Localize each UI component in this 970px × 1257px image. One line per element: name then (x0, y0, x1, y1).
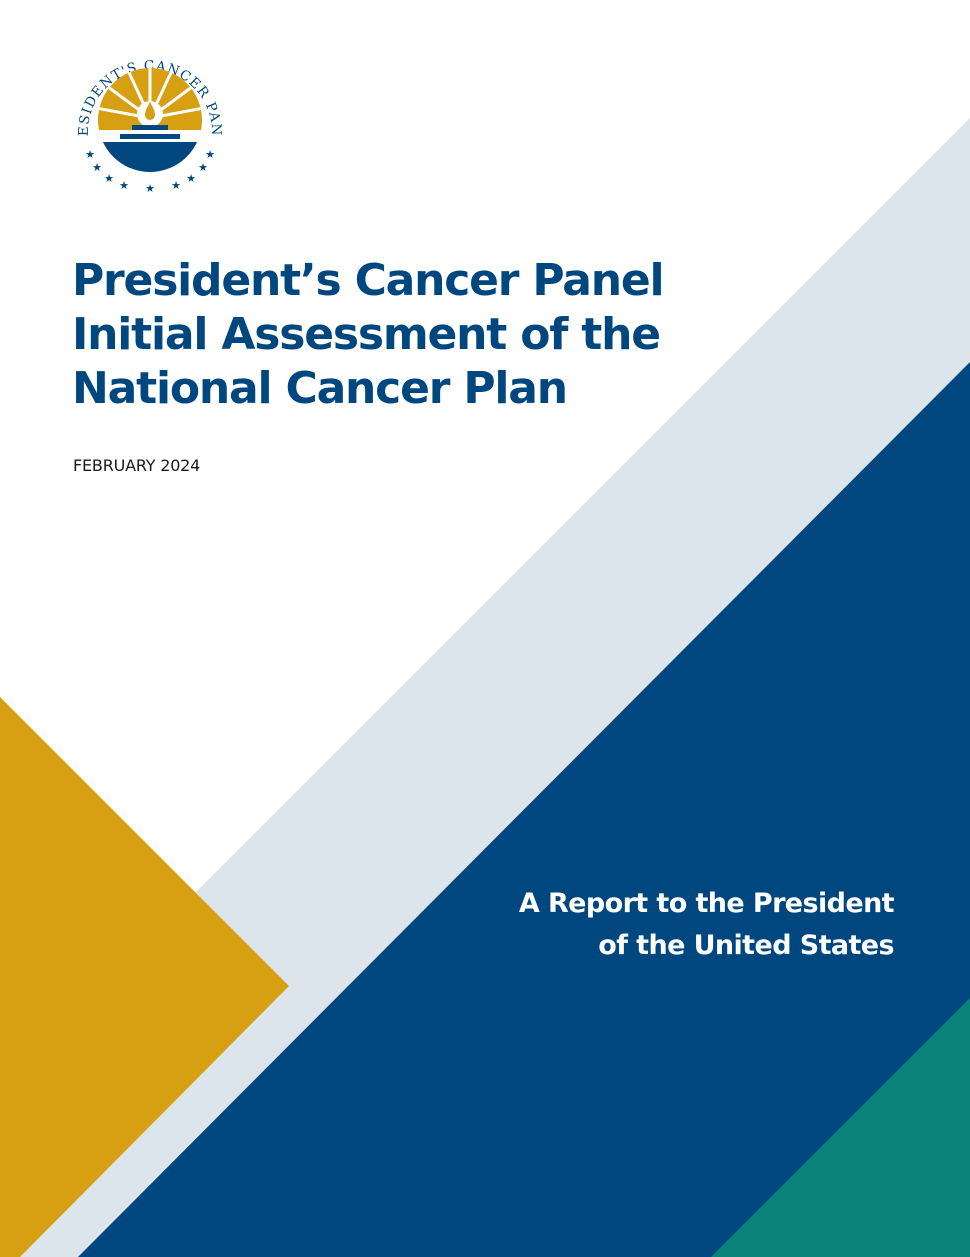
svg-text:★: ★ (145, 182, 155, 195)
svg-text:★: ★ (92, 161, 102, 174)
title-line-3: National Cancer Plan (72, 363, 568, 414)
svg-text:★: ★ (198, 161, 208, 174)
svg-text:★: ★ (104, 172, 114, 185)
title-line-2: Initial Assessment of the (72, 309, 661, 360)
svg-text:★: ★ (85, 148, 95, 161)
presidents-cancer-panel-seal-icon: PRESIDENT'S CANCER PANEL ★ ★ ★ ★ ★ ★ ★ ★… (66, 34, 223, 195)
subtitle-line-1: A Report to the President (518, 888, 895, 919)
gold-triangle-shape (0, 697, 289, 1257)
svg-text:★: ★ (186, 172, 196, 185)
svg-text:★: ★ (171, 179, 181, 192)
navy-block-shape (78, 362, 970, 1257)
report-subtitle: A Report to the President of the United … (518, 883, 895, 967)
title-line-1: President’s Cancer Panel (72, 255, 665, 306)
publication-date: FEBRUARY 2024 (73, 456, 201, 475)
subtitle-line-2: of the United States (598, 930, 894, 961)
teal-corner-shape (711, 998, 970, 1257)
svg-text:★: ★ (205, 148, 215, 161)
svg-text:★: ★ (119, 179, 129, 192)
report-title: President’s Cancer Panel Initial Assessm… (72, 254, 665, 416)
